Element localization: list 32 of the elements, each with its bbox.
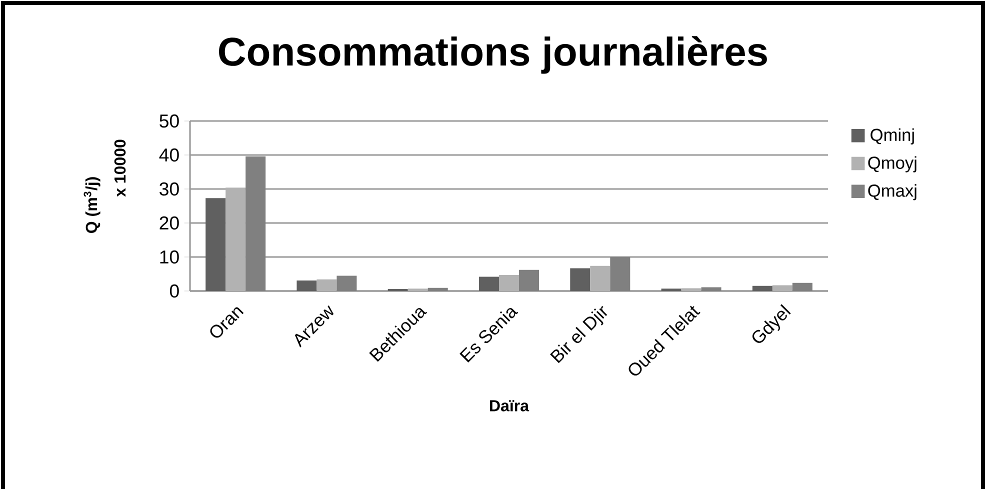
bar xyxy=(428,288,448,291)
y-tick-label: 40 xyxy=(159,148,179,162)
bar xyxy=(246,156,266,291)
legend-label: Qmaxj xyxy=(868,184,916,200)
legend-label: Qminj xyxy=(870,128,914,144)
bar xyxy=(681,288,702,291)
y-tick-label: 10 xyxy=(160,250,179,264)
bar xyxy=(226,188,246,291)
x-axis-title: Daïra xyxy=(490,400,530,412)
chart-title: Consommations journalières xyxy=(219,36,767,74)
y-tick-label: 50 xyxy=(160,114,179,128)
text: x 10000 xyxy=(114,140,126,197)
bar xyxy=(206,198,226,291)
bar xyxy=(772,285,792,291)
bar xyxy=(701,287,722,291)
bar xyxy=(316,279,337,291)
bar xyxy=(570,268,590,291)
bar xyxy=(296,280,317,291)
bar xyxy=(610,256,630,291)
y-axis-title: Q (m$^{3}$/j) xyxy=(84,177,100,233)
legend-label: Qmoyj xyxy=(868,156,916,172)
y-tick-label: 30 xyxy=(160,182,179,196)
bar xyxy=(590,266,610,291)
bar xyxy=(499,275,519,291)
y-tick-label: 20 xyxy=(160,216,179,230)
x-tick-label: Bir el Djir xyxy=(550,306,608,364)
bar xyxy=(479,276,499,291)
bar xyxy=(336,276,357,291)
bar xyxy=(519,270,539,291)
bar xyxy=(792,282,812,291)
bar xyxy=(752,286,772,291)
y-tick-label: 0 xyxy=(170,284,179,298)
